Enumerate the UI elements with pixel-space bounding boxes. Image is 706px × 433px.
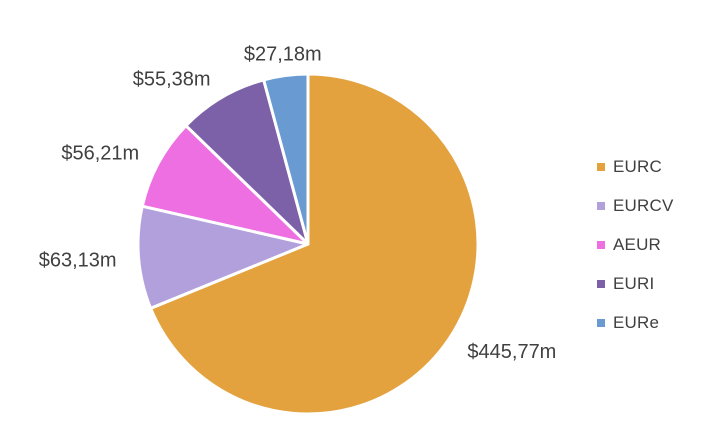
slice-value-label-euri: $55,38m: [133, 69, 211, 91]
legend-item-eure[interactable]: EURe: [597, 313, 674, 333]
slice-value-label-aeur: $56,21m: [61, 142, 139, 164]
legend-color-swatch-aeur: [597, 241, 605, 249]
legend-color-swatch-eure: [597, 319, 605, 327]
legend-label: AEUR: [613, 235, 662, 254]
legend-label: EURI: [613, 274, 655, 293]
legend-color-swatch-eurcv: [597, 202, 605, 210]
legend-item-euri[interactable]: EURI: [597, 274, 674, 294]
legend-label: EURCV: [613, 196, 674, 215]
slice-value-label-eurc: $445,77m: [467, 341, 556, 363]
legend-item-aeur[interactable]: AEUR: [597, 235, 674, 255]
legend-item-eurc[interactable]: EURC: [597, 157, 674, 177]
legend-color-swatch-euri: [597, 280, 605, 288]
legend-label: EURe: [613, 313, 660, 332]
legend-color-swatch-eurc: [597, 163, 605, 171]
legend-label: EURC: [613, 157, 662, 176]
slice-value-label-eurcv: $63,13m: [39, 250, 117, 272]
pie-slice-eurc[interactable]: [149, 72, 480, 416]
pie-slice-eure[interactable]: [262, 72, 310, 246]
pie-slice-aeur[interactable]: [140, 124, 310, 246]
pie-slice-euri[interactable]: [184, 78, 310, 246]
slice-value-label-eure: $27,18m: [244, 44, 322, 66]
legend-item-eurcv[interactable]: EURCV: [597, 196, 674, 216]
pie-slice-eurcv[interactable]: [136, 204, 310, 310]
chart-legend: EURC EURCV AEUR EURI EURe: [597, 157, 674, 352]
